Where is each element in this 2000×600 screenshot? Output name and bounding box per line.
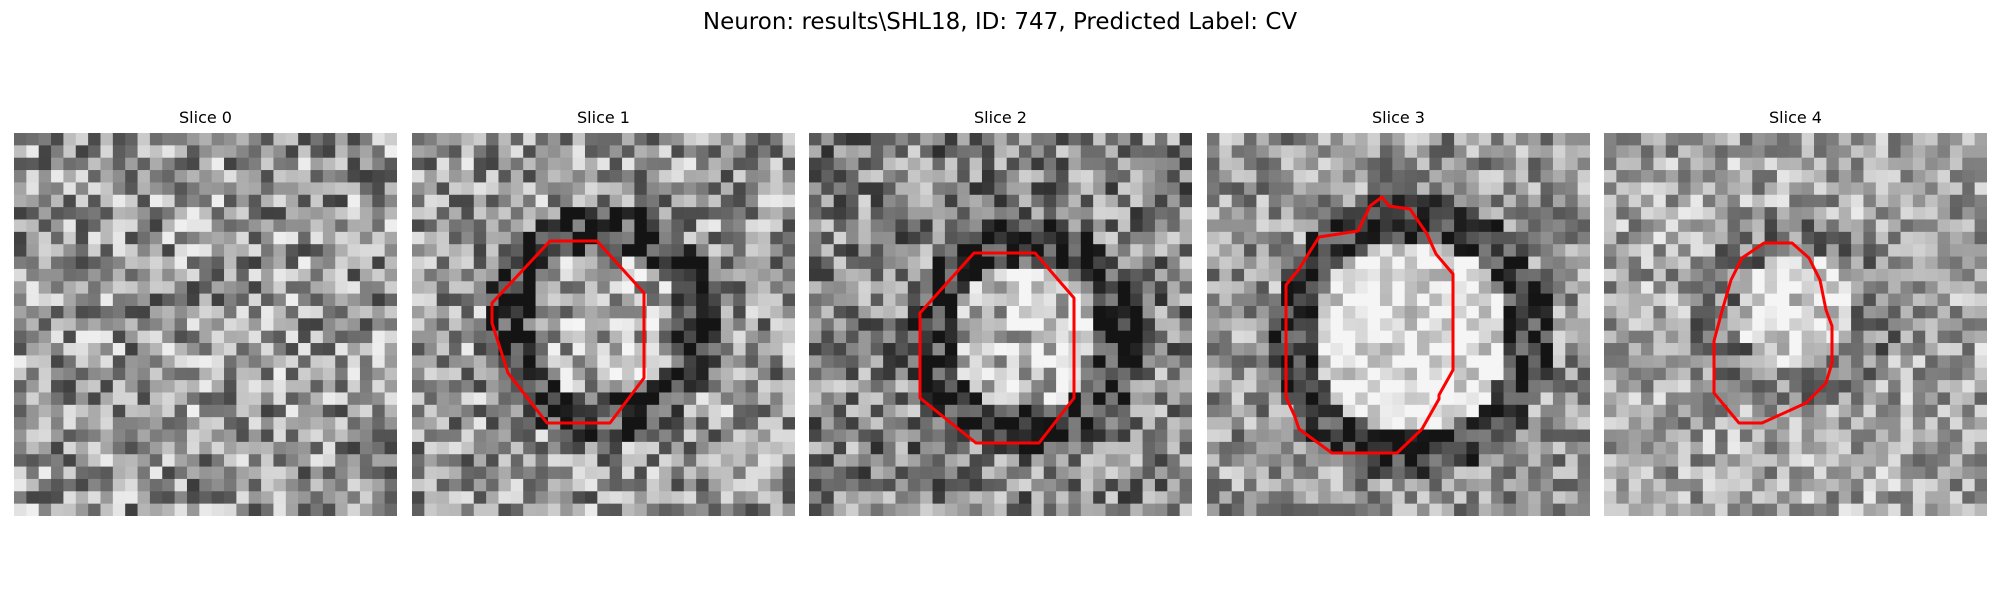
segmentation-contour	[490, 239, 646, 425]
slice-title: Slice 3	[1372, 108, 1425, 127]
slice-panel-3: Slice 3	[1207, 105, 1590, 516]
slice-title: Slice 2	[974, 108, 1027, 127]
slice-panel-0: Slice 0	[14, 105, 397, 516]
slice-image	[412, 133, 795, 516]
slice-panel-1: Slice 1	[412, 105, 795, 516]
slice-title: Slice 1	[577, 108, 630, 127]
slice-image	[809, 133, 1192, 516]
slice-panel-4: Slice 4	[1604, 105, 1987, 516]
slice-image	[1604, 133, 1987, 516]
figure-title: Neuron: results\SHL18, ID: 747, Predicte…	[702, 9, 1298, 35]
segmentation-contour	[918, 251, 1076, 445]
slice-image	[1207, 133, 1590, 516]
segmentation-contour	[1712, 241, 1834, 425]
segmentation-contour	[1284, 195, 1455, 455]
slice-title: Slice 0	[179, 108, 232, 127]
slice-title: Slice 4	[1769, 108, 1822, 127]
slice-panel-2: Slice 2	[809, 105, 1192, 516]
slice-image	[14, 133, 397, 516]
